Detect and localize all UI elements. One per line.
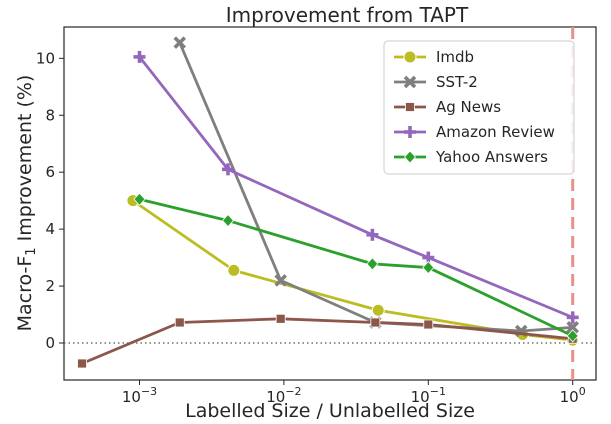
legend-label: Yahoo Answers [435,148,548,166]
data-point-ag-news [175,318,184,327]
data-point-ag-news [78,359,87,368]
y-axis-label-main: Macro-F [14,256,36,332]
legend: Imdb SST-2 Ag News Amazon Review Yahoo Answe… [384,41,574,174]
chart-title: Improvement from TAPT [226,3,469,27]
data-point-yahoo-answers [367,258,378,270]
y-tick-label: 4 [45,220,55,238]
data-point-ag-news [371,318,380,327]
y-axis-ticks: 0 2 4 6 8 10 [36,49,64,352]
y-axis-label-suffix: Improvement (%) [14,75,36,248]
data-point-imdb [372,304,384,316]
legend-label: Amazon Review [436,123,555,141]
data-point-yahoo-answers [423,262,434,274]
y-tick-label: 2 [45,277,55,295]
x-axis-label: Labelled Size / Unlabelled Size [185,400,475,422]
series-yahoo-answers [134,193,578,342]
data-point-imdb [228,264,240,276]
legend-label: Ag News [436,98,501,116]
legend-label: Imdb [436,48,474,66]
series-line-imdb [133,201,573,340]
data-point-ag-news [424,320,433,329]
y-tick-label: 6 [45,163,55,181]
legend-label: SST-2 [436,73,478,91]
data-point-amazon-review [366,229,378,241]
y-axis-label-subscript: 1 [24,247,39,255]
data-point-ag-news [276,314,285,323]
y-tick-label: 0 [45,334,55,352]
legend-marker [404,51,416,63]
legend-marker [406,103,415,112]
x-tick-label: 10−3 [122,385,157,406]
series-line-ag-news [82,319,573,364]
y-tick-label: 8 [45,106,55,124]
x-tick-label: 100 [560,385,586,406]
y-axis-label: Macro-F1 Improvement (%) [14,75,39,332]
y-tick-label: 10 [36,49,55,67]
series-ag-news [78,314,578,368]
data-point-yahoo-answers [222,215,233,227]
series-imdb [127,195,579,346]
